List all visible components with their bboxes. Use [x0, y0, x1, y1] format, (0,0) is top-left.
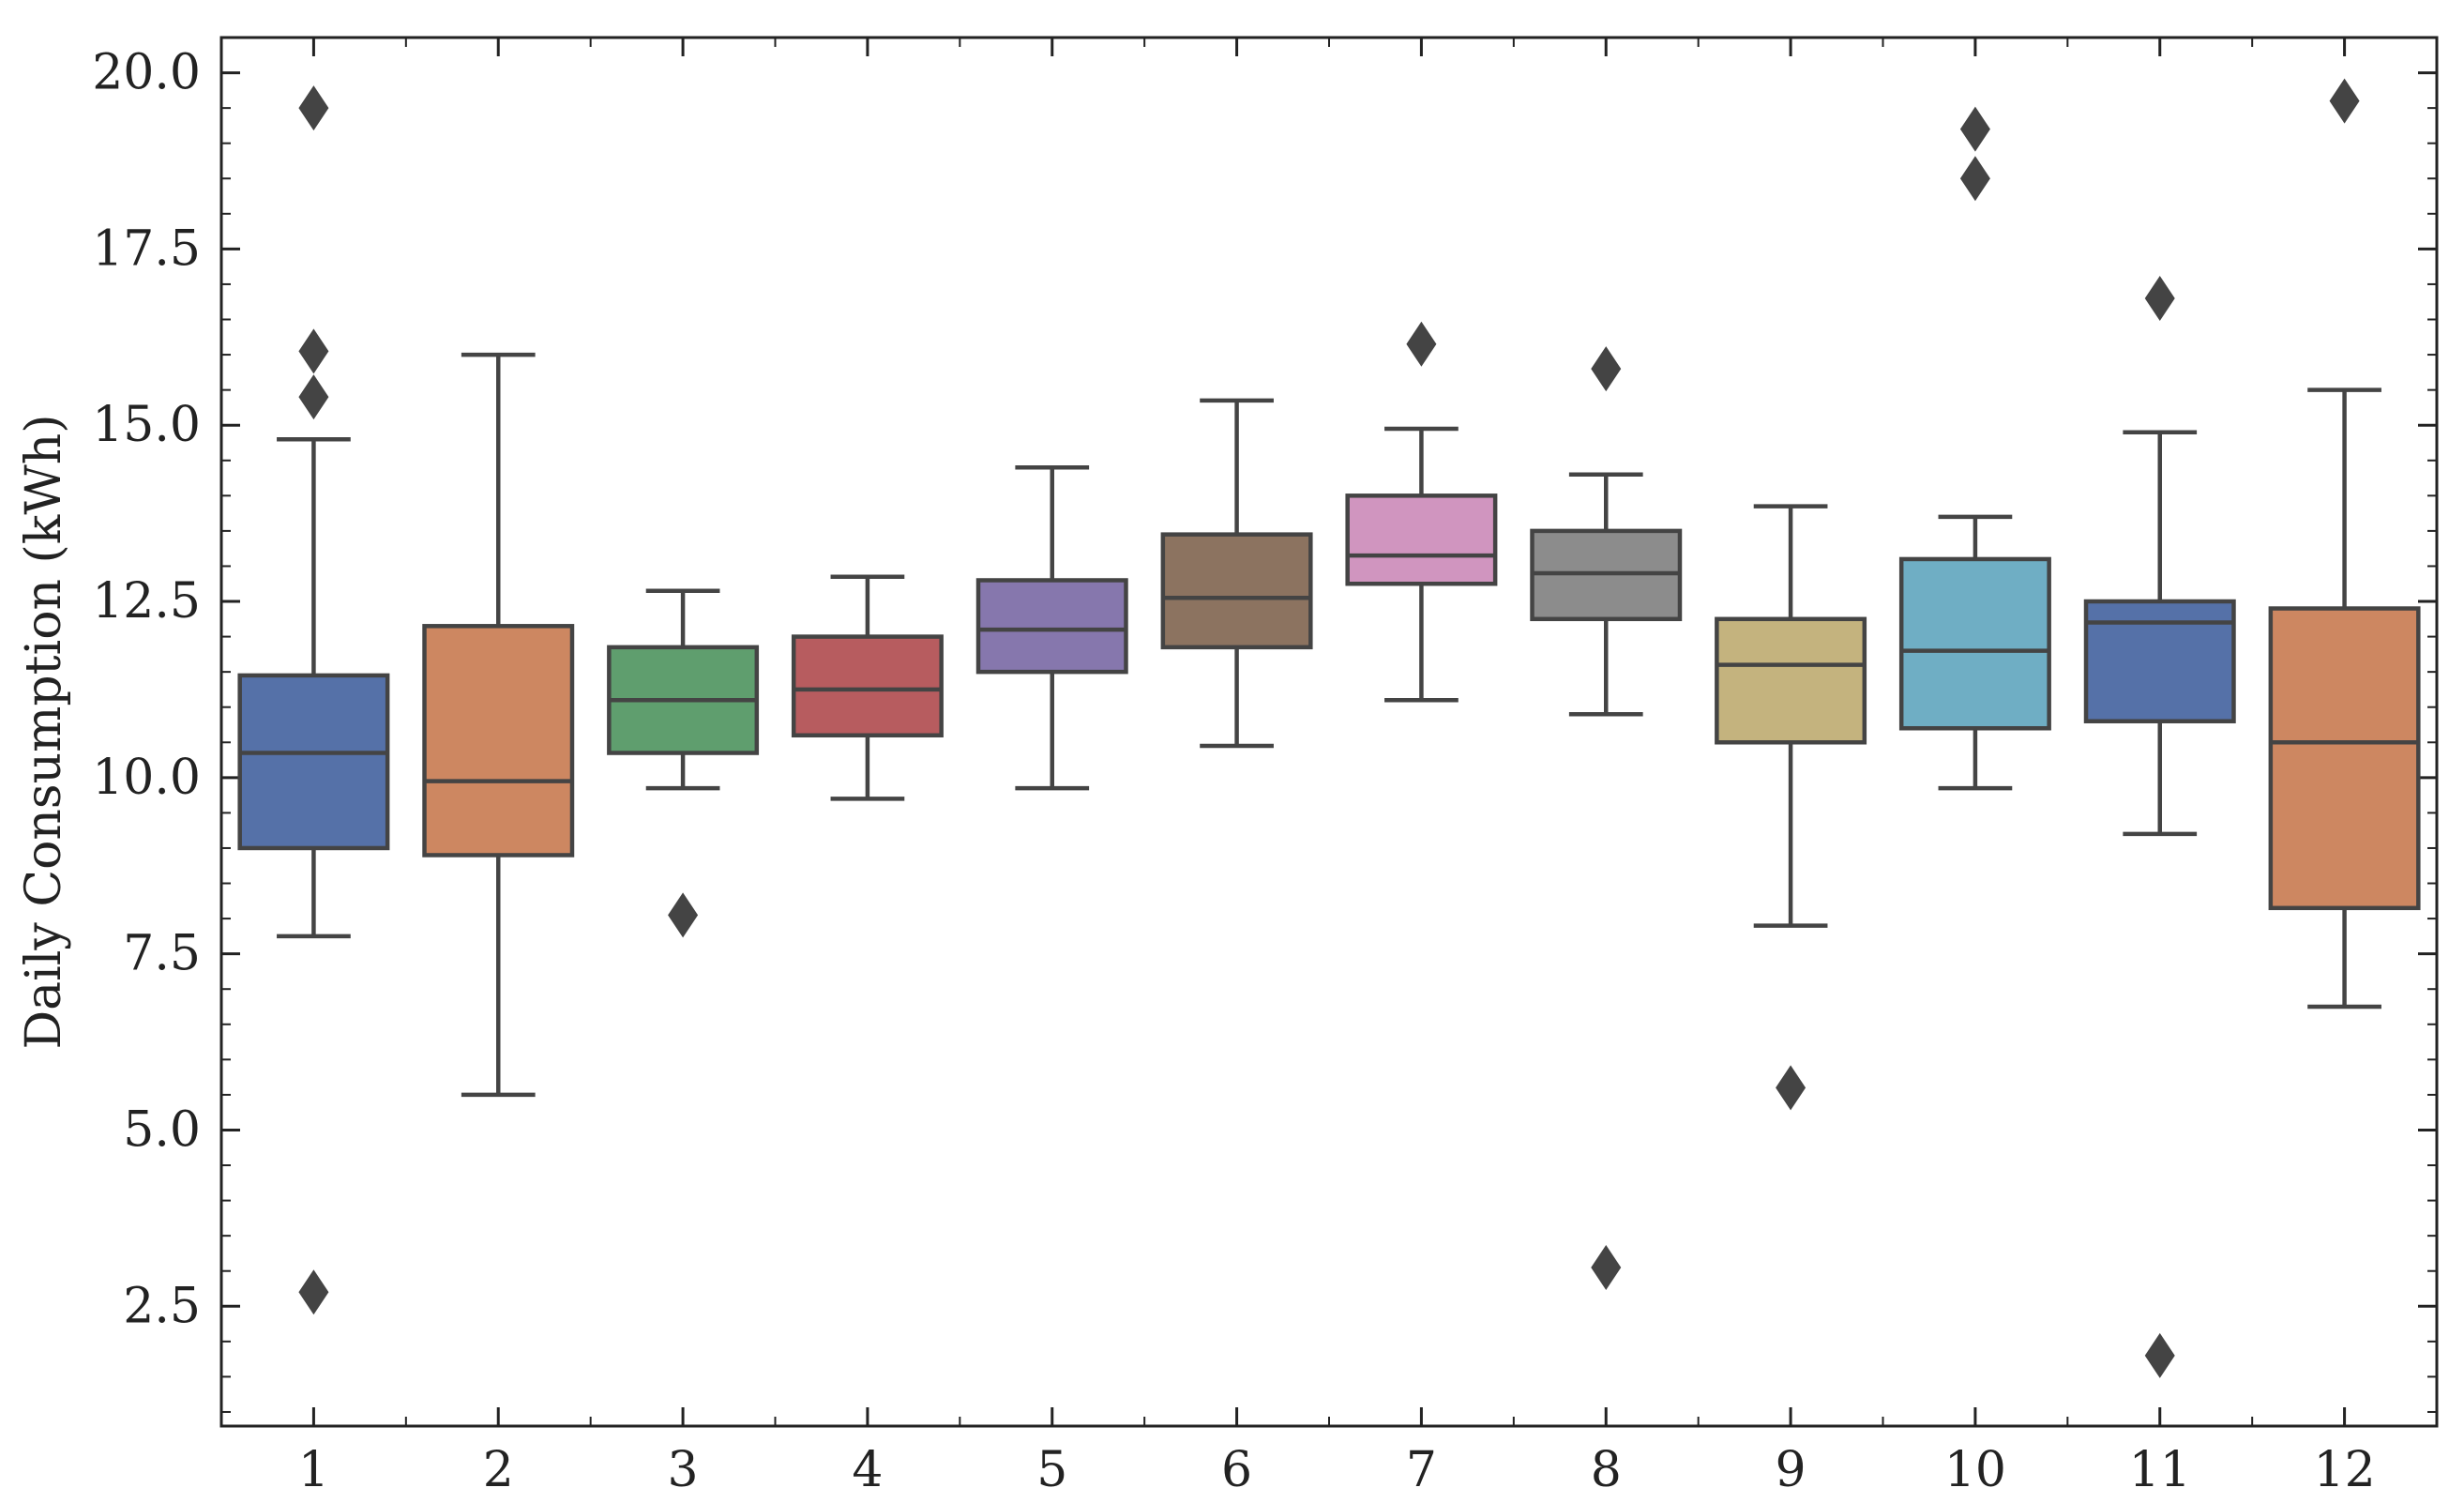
outlier-point — [298, 374, 329, 420]
outlier-point — [2144, 275, 2175, 321]
outlier-point — [2144, 1332, 2175, 1378]
x-tick-label: 9 — [1776, 1442, 1806, 1498]
box-month-5 — [975, 578, 1128, 675]
x-tick-label: 10 — [1944, 1442, 2006, 1498]
x-tick-label: 3 — [668, 1442, 699, 1498]
outlier-point — [1959, 106, 1990, 152]
box-month-1 — [237, 673, 390, 851]
box-month-7 — [1345, 493, 1498, 586]
y-tick-label: 5.0 — [123, 1101, 201, 1158]
outlier-point — [298, 328, 329, 374]
outlier-point — [1959, 156, 1990, 202]
box-month-11 — [2083, 599, 2236, 723]
x-tick-label: 6 — [1221, 1442, 1252, 1498]
outlier-point — [298, 85, 329, 131]
outlier-point — [2329, 78, 2360, 124]
box-month-12 — [2268, 606, 2421, 911]
x-tick-label: 4 — [852, 1442, 883, 1498]
x-tick-label: 7 — [1406, 1442, 1437, 1498]
box-month-10 — [1898, 556, 2051, 731]
box-month-6 — [1160, 532, 1313, 650]
outlier-point — [1776, 1065, 1806, 1111]
x-tick-label: 5 — [1036, 1442, 1067, 1498]
box-month-9 — [1715, 616, 1867, 745]
y-tick-label: 12.5 — [92, 573, 201, 630]
y-tick-label: 15.0 — [92, 397, 201, 453]
y-tick-label: 17.5 — [92, 220, 201, 277]
y-tick-label: 2.5 — [123, 1278, 201, 1334]
outlier-point — [1591, 1244, 1622, 1290]
x-tick-label: 11 — [2129, 1442, 2191, 1498]
x-tick-label: 1 — [298, 1442, 329, 1498]
box-month-2 — [422, 624, 575, 858]
x-tick-label: 8 — [1591, 1442, 1622, 1498]
y-axis-title: Daily Consumption (kWh) — [16, 414, 72, 1049]
x-tick-label: 2 — [483, 1442, 514, 1498]
outlier-point — [1591, 346, 1622, 392]
outlier-point — [298, 1269, 329, 1315]
plot-area — [219, 36, 2439, 1428]
box-month-4 — [791, 634, 944, 738]
y-tick-label: 20.0 — [92, 45, 201, 101]
outlier-point — [1406, 321, 1437, 367]
y-tick-label: 7.5 — [123, 926, 201, 982]
outlier-point — [668, 892, 699, 938]
x-tick-label: 12 — [2313, 1442, 2375, 1498]
y-tick-label: 10.0 — [92, 750, 201, 806]
